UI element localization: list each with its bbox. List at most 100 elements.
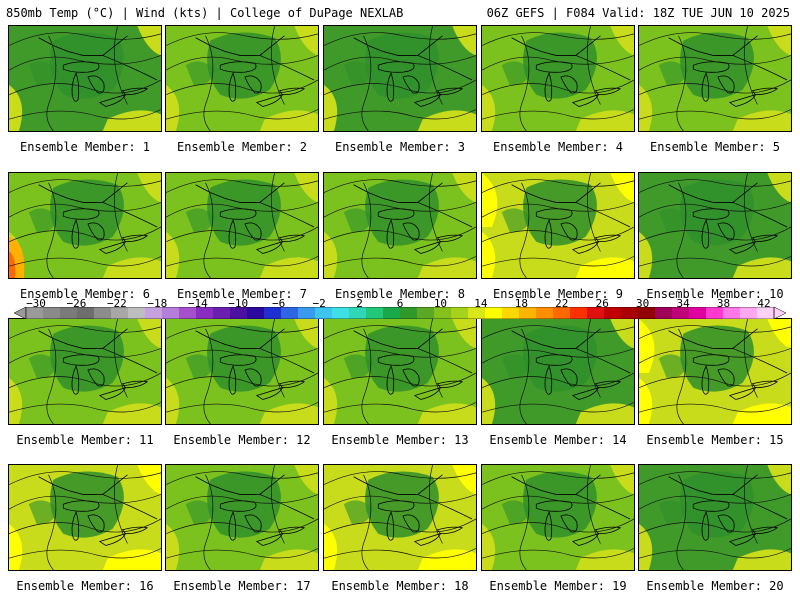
color-scale-tick-label: −18: [147, 297, 168, 310]
color-scale-segment: [468, 307, 486, 319]
ensemble-member-map: [481, 25, 635, 132]
color-scale-segment: [128, 307, 146, 319]
color-scale-segment: [434, 307, 452, 319]
color-scale-tick-label: 14: [474, 297, 488, 310]
color-scale-segment: [740, 307, 758, 319]
map-field: [166, 26, 318, 131]
color-scale-segment: [366, 307, 384, 319]
color-scale-tick-label: −6: [272, 297, 286, 310]
ensemble-member-label: Ensemble Member: 11: [16, 433, 154, 447]
color-scale-tick-label: −22: [106, 297, 127, 310]
map-field: [482, 173, 634, 278]
color-scale-segment: [145, 307, 163, 319]
map-field: [482, 465, 634, 570]
color-scale-tick-label: 34: [676, 297, 690, 310]
color-scale-segment: [383, 307, 401, 319]
color-scale-segment: [26, 307, 44, 319]
ensemble-member-map: [8, 318, 162, 425]
ensemble-member-map: [323, 464, 477, 571]
ensemble-member-label: Ensemble Member: 18: [331, 579, 469, 593]
color-scale-segment: [604, 307, 622, 319]
header-run-info: 06Z GEFS | F084 Valid: 18Z TUE JUN 10 20…: [486, 6, 790, 20]
ensemble-member-label: Ensemble Member: 16: [16, 579, 154, 593]
color-scale-segment: [213, 307, 231, 319]
color-scale-segment: [519, 307, 537, 319]
color-scale-tick-label: 2: [356, 297, 363, 310]
color-scale-segment: [485, 307, 503, 319]
ensemble-member-map: [165, 464, 319, 571]
ensemble-member-map: [165, 25, 319, 132]
color-scale-segment: [672, 307, 690, 319]
ensemble-member-map: [481, 464, 635, 571]
color-scale-tick-label: −10: [228, 297, 249, 310]
color-scale-right-arrow: [773, 307, 786, 319]
ensemble-member-map: [323, 25, 477, 132]
color-scale-tick-label: 26: [595, 297, 609, 310]
map-field: [324, 465, 476, 570]
header-title: 850mb Temp (°C) | Wind (kts) | College o…: [6, 6, 404, 20]
color-scale-tick-label: 42: [757, 297, 771, 310]
color-scale-segment: [43, 307, 61, 319]
ensemble-member-label: Ensemble Member: 9: [492, 287, 624, 301]
color-scale-tick-label: 38: [716, 297, 731, 310]
color-scale-segment: [553, 307, 571, 319]
color-scale-bar: [14, 307, 786, 319]
color-scale-segment: [638, 307, 656, 319]
ensemble-member-map: [8, 464, 162, 571]
map-field: [639, 173, 791, 278]
ensemble-member-map: [481, 172, 635, 279]
color-scale-segment: [230, 307, 248, 319]
color-scale-tick-label: 18: [514, 297, 528, 310]
color-scale-segment: [179, 307, 197, 319]
color-scale-segment: [264, 307, 282, 319]
map-field: [639, 319, 791, 424]
map-field: [639, 465, 791, 570]
ensemble-member-map: [638, 172, 792, 279]
color-scale-segment: [281, 307, 299, 319]
color-scale-segment: [706, 307, 724, 319]
ensemble-member-map: [8, 25, 162, 132]
ensemble-member-label: Ensemble Member: 15: [646, 433, 784, 447]
color-scale-segment: [757, 307, 775, 319]
ensemble-member-map: [165, 172, 319, 279]
ensemble-member-map: [8, 172, 162, 279]
ensemble-member-label: Ensemble Member: 14: [489, 433, 627, 447]
color-scale-segment: [77, 307, 95, 319]
map-field: [482, 319, 634, 424]
map-field: [482, 26, 634, 131]
ensemble-member-label: Ensemble Member: 3: [334, 140, 466, 154]
ensemble-member-label: Ensemble Member: 10: [646, 287, 784, 301]
color-scale-tick-label: −2: [312, 297, 326, 310]
color-scale-segment: [247, 307, 265, 319]
color-scale-tick-label: 6: [396, 297, 404, 310]
map-field: [9, 465, 161, 570]
color-scale-tick-label: −14: [187, 297, 208, 310]
ensemble-member-label: Ensemble Member: 2: [176, 140, 308, 154]
ensemble-member-map: [165, 318, 319, 425]
ensemble-member-label: Ensemble Member: 12: [173, 433, 311, 447]
map-field: [9, 319, 161, 424]
color-scale-tick-label: 30: [636, 297, 650, 310]
color-scale-segment: [655, 307, 673, 319]
ensemble-member-label: Ensemble Member: 19: [489, 579, 627, 593]
ensemble-member-map: [323, 318, 477, 425]
ensemble-member-label: Ensemble Member: 1: [19, 140, 151, 154]
ensemble-member-label: Ensemble Member: 6: [19, 287, 151, 301]
color-scale-segment: [587, 307, 605, 319]
color-scale-segment: [298, 307, 316, 319]
color-scale-segment: [451, 307, 469, 319]
ensemble-member-map: [638, 25, 792, 132]
map-field: [324, 173, 476, 278]
map-field: [166, 173, 318, 278]
color-scale-segment: [570, 307, 588, 319]
ensemble-member-label: Ensemble Member: 4: [492, 140, 624, 154]
color-scale-segment: [196, 307, 214, 319]
ensemble-member-label: Ensemble Member: 7: [176, 287, 308, 301]
color-scale-segment: [349, 307, 367, 319]
ensemble-member-label: Ensemble Member: 20: [646, 579, 784, 593]
color-scale-segment: [723, 307, 741, 319]
color-scale-segment: [315, 307, 333, 319]
map-field: [9, 26, 161, 131]
color-scale-segment: [502, 307, 520, 319]
color-scale-segment: [689, 307, 707, 319]
